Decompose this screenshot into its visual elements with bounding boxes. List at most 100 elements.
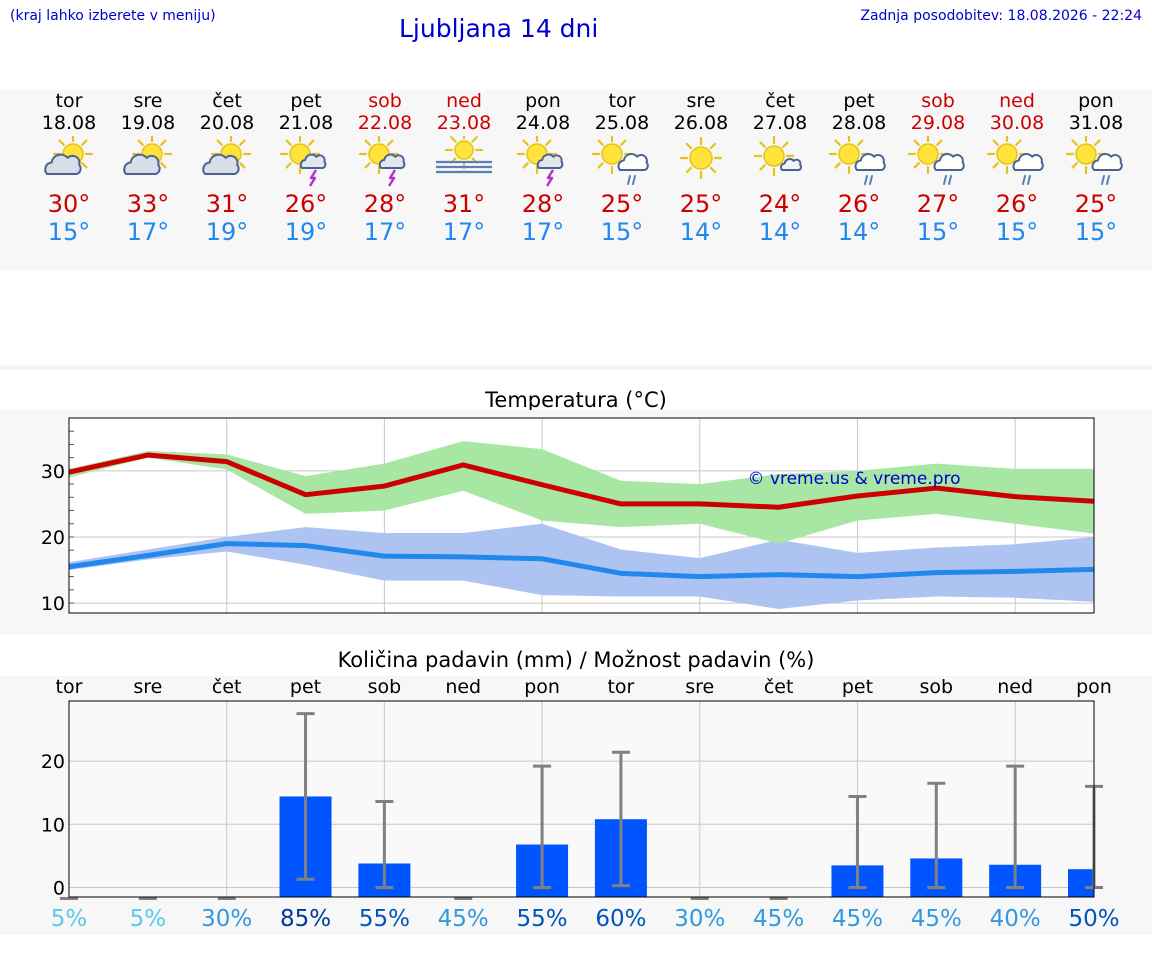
day-column: pon 24.08 28° 17° <box>503 90 583 246</box>
sun-storm-icon <box>279 136 327 187</box>
day-name: sob <box>368 90 402 112</box>
day-date: 31.08 <box>1068 112 1124 134</box>
min-temperature: 17° <box>126 218 170 246</box>
day-column: tor 25.08 25° 15° <box>582 90 662 246</box>
x-tick-label: pon <box>524 676 560 698</box>
partly-cloudy-icon <box>44 136 94 175</box>
menu-hint: (kraj lahko izberete v meniju) <box>10 8 216 24</box>
day-name: sre <box>133 90 163 112</box>
day-name: pon <box>525 90 561 112</box>
day-name: sre <box>686 90 716 112</box>
max-temperature: 25° <box>679 190 723 218</box>
min-temperature: 14° <box>837 218 881 246</box>
x-tick-label: čet <box>764 676 794 698</box>
min-temperature: 15° <box>1074 218 1118 246</box>
day-column: ned 30.08 26° 15° <box>977 90 1057 246</box>
day-date: 27.08 <box>752 112 808 134</box>
x-tick-label: ned <box>445 676 481 698</box>
y-tick-label: 0 <box>53 878 65 900</box>
precipitation-bar <box>1068 869 1094 897</box>
precipitation-probability: 85% <box>280 906 331 932</box>
min-temperature: 17° <box>363 218 407 246</box>
precipitation-probability: 45% <box>911 906 962 932</box>
min-temperature: 15° <box>600 218 644 246</box>
sun-fog-icon <box>436 136 492 174</box>
precipitation-probability: 55% <box>517 906 568 932</box>
day-date: 24.08 <box>515 112 571 134</box>
x-tick-label: tor <box>607 676 634 698</box>
max-temperature: 27° <box>916 190 960 218</box>
day-column: čet 20.08 31° 19° <box>187 90 267 246</box>
day-name: tor <box>608 90 636 112</box>
precipitation-probability: 5% <box>51 906 88 932</box>
day-date: 23.08 <box>436 112 492 134</box>
day-name: tor <box>55 90 83 112</box>
precipitation-probability: 30% <box>201 906 252 932</box>
y-tick-label: 20 <box>41 751 65 773</box>
min-temperature: 19° <box>205 218 249 246</box>
sun-rain-icon <box>829 136 886 185</box>
day-date: 25.08 <box>594 112 650 134</box>
day-date: 29.08 <box>910 112 966 134</box>
max-temperature: 28° <box>521 190 565 218</box>
day-column: sob 22.08 28° 17° <box>345 90 425 246</box>
sun-rain-icon <box>592 136 649 185</box>
daily-forecast: tor 18.08 30° 15° sre 19.08 33° 17° čet 20.08 31° 1… <box>0 90 1152 270</box>
precipitation-probability: 45% <box>438 906 489 932</box>
temperature-chart-title: Temperatura (°C) <box>485 388 667 412</box>
precipitation-probability: 30% <box>674 906 725 932</box>
day-column: sre 19.08 33° 17° <box>108 90 188 246</box>
day-name: ned <box>446 90 482 112</box>
max-temperature: 31° <box>205 190 249 218</box>
error-bar <box>927 781 946 890</box>
x-tick-label: pon <box>1076 676 1112 698</box>
min-temperature: 15° <box>995 218 1039 246</box>
day-name: čet <box>212 90 242 112</box>
day-name: čet <box>765 90 795 112</box>
max-temperature: 25° <box>1074 190 1118 218</box>
sun-rain-icon <box>908 136 965 185</box>
min-temperature: 19° <box>284 218 328 246</box>
max-temperature: 26° <box>837 190 881 218</box>
max-temperature: 31° <box>442 190 486 218</box>
day-column: tor 18.08 30° 15° <box>29 90 109 246</box>
day-column: čet 27.08 24° 14° <box>740 90 820 246</box>
precipitation-probability: 50% <box>1068 906 1119 932</box>
min-temperature: 17° <box>521 218 565 246</box>
day-date: 28.08 <box>831 112 887 134</box>
x-tick-label: sob <box>920 676 954 698</box>
y-tick-label: 30 <box>41 461 65 483</box>
max-temperature: 26° <box>995 190 1039 218</box>
day-column: ned 23.08 31° 17° <box>424 90 504 246</box>
max-temperature: 26° <box>284 190 328 218</box>
partly-cloudy-icon <box>123 136 173 175</box>
x-tick-label: ned <box>997 676 1033 698</box>
day-date: 30.08 <box>989 112 1045 134</box>
watermark: © vreme.us & vreme.pro <box>747 469 960 489</box>
y-tick-label: 10 <box>41 814 65 836</box>
plot-frame <box>68 700 1095 898</box>
sun-icon <box>679 136 723 180</box>
x-tick-label: sre <box>133 676 162 698</box>
precipitation-probability: 45% <box>753 906 804 932</box>
precipitation-probability: 40% <box>990 906 1041 932</box>
x-tick-label: čet <box>212 676 242 698</box>
precipitation-probability: 5% <box>130 906 167 932</box>
sun-storm-icon <box>516 136 564 187</box>
sun-storm-icon <box>358 136 406 187</box>
day-column: sob 29.08 27° 15° <box>898 90 978 246</box>
min-temperature: 14° <box>679 218 723 246</box>
precipitation-probability: 55% <box>359 906 410 932</box>
min-temperature: 15° <box>47 218 91 246</box>
page-title: Ljubljana 14 dni <box>399 14 599 43</box>
plot-frame <box>68 417 1095 614</box>
x-tick-label: pet <box>290 676 321 698</box>
max-temperature: 33° <box>126 190 170 218</box>
max-temperature-line <box>68 452 1095 510</box>
day-date: 20.08 <box>199 112 255 134</box>
sun-small-cloud-icon <box>753 136 803 177</box>
error-bar <box>533 764 552 890</box>
error-bar <box>296 712 315 881</box>
day-name: pon <box>1078 90 1114 112</box>
error-bar <box>1006 764 1025 890</box>
